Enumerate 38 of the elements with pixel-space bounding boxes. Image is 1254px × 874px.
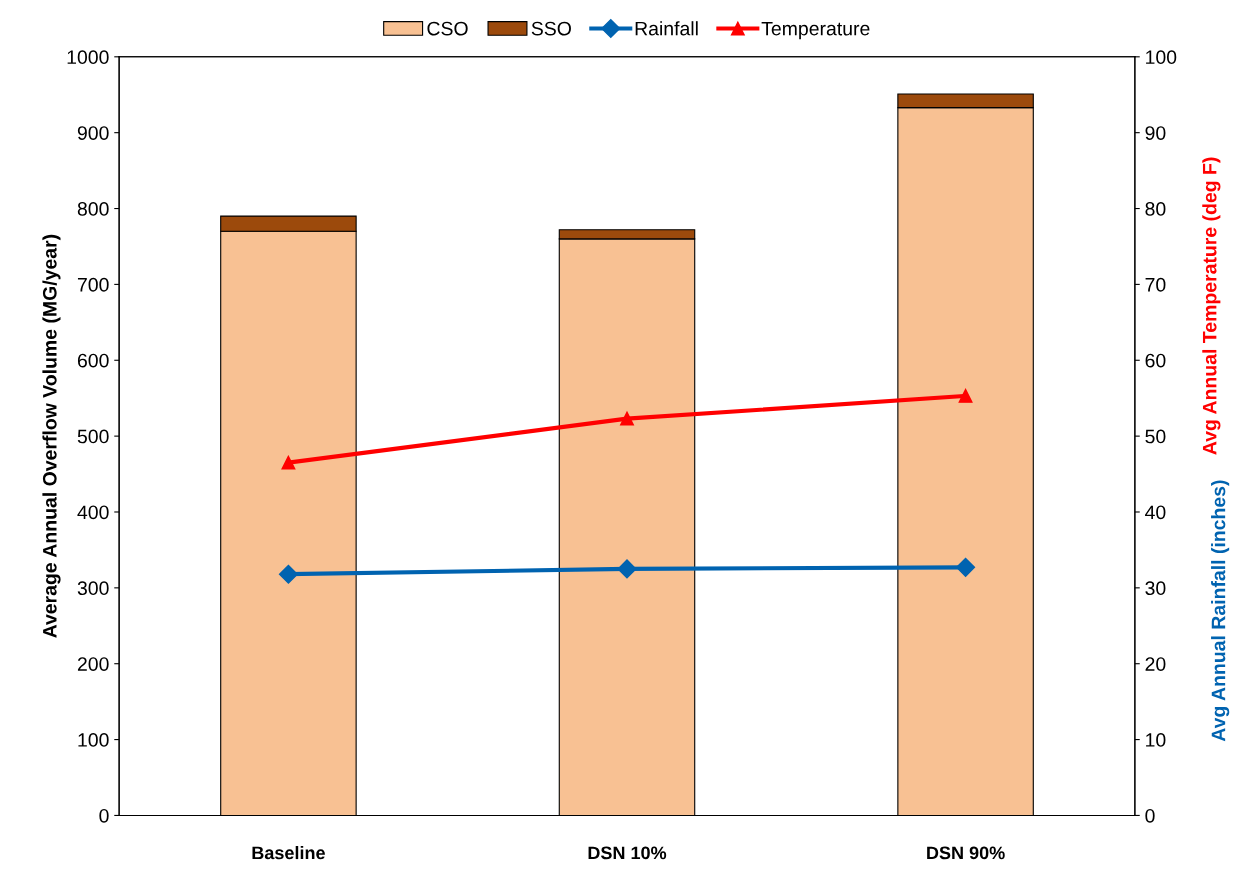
legend-label: SSO [531, 21, 571, 36]
point [956, 557, 976, 577]
legend-label: Rainfall [635, 21, 698, 36]
y-tick-label: 200 [77, 657, 109, 671]
y-tick-label: 800 [77, 202, 109, 216]
point [278, 564, 298, 584]
text: Avg Annual Temperature (deg F) [1202, 157, 1221, 455]
x-tick-label: DSN 90% [927, 846, 1005, 860]
y-tick-label: 600 [77, 353, 109, 368]
y2-tick-label: 90 [1145, 126, 1166, 140]
y-tick-label: 400 [77, 505, 109, 520]
y2-tick-label: 40 [1145, 505, 1166, 520]
y-axis-title: Average Annual Overflow Volume (MG/year) [42, 234, 61, 638]
y-tick-label: 500 [77, 429, 109, 444]
y2-tick-label: 70 [1145, 277, 1166, 292]
y2-tick-label: 60 [1145, 353, 1166, 368]
y2-axis-title: Avg Annual Rainfall (inches) [1211, 480, 1230, 742]
y2-tick-label: 100 [1146, 50, 1177, 65]
point [620, 411, 634, 426]
point [281, 455, 296, 470]
y-tick-label: 1000 [67, 50, 109, 65]
y2-tick-label: 0 [1145, 808, 1155, 823]
x-tick-label: Baseline [252, 846, 325, 860]
y-tick-label: 100 [78, 733, 109, 747]
y-tick-label: 300 [77, 581, 109, 596]
y-tick-label: 900 [77, 126, 109, 140]
legend-label: Temperature [761, 21, 870, 40]
y-tick-label: 0 [99, 808, 109, 823]
x-tick-label: DSN 10% [588, 846, 667, 860]
y2-tick-label: 20 [1145, 657, 1166, 671]
y2-tick-label: 50 [1145, 429, 1166, 444]
point [958, 388, 973, 403]
y2-tick-label: 10 [1146, 733, 1166, 747]
y2-tick-label: 80 [1145, 202, 1166, 216]
y-tick-label: 700 [77, 277, 109, 292]
y2-tick-label: 30 [1145, 581, 1166, 596]
point [617, 559, 637, 579]
legend-label: CSO [427, 21, 468, 36]
